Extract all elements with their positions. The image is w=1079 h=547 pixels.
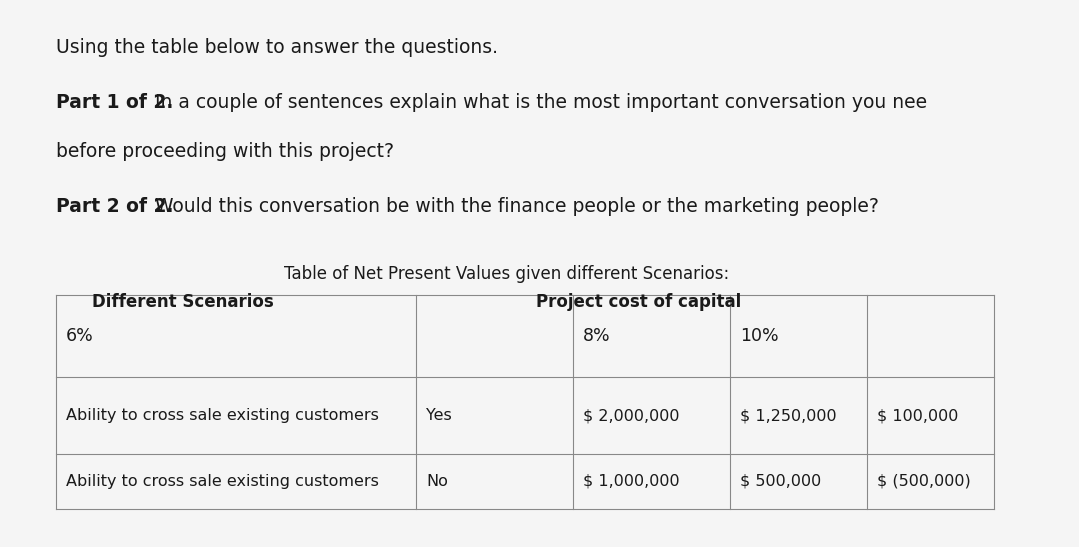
Text: Yes: Yes xyxy=(426,408,452,423)
Text: 10%: 10% xyxy=(740,328,779,345)
Text: Using the table below to answer the questions.: Using the table below to answer the ques… xyxy=(56,38,497,57)
Text: 6%: 6% xyxy=(66,328,94,345)
Text: $ (500,000): $ (500,000) xyxy=(877,474,971,489)
Text: Different Scenarios: Different Scenarios xyxy=(92,293,273,311)
Text: $ 100,000: $ 100,000 xyxy=(877,408,958,423)
Text: Would this conversation be with the finance people or the marketing people?: Would this conversation be with the fina… xyxy=(149,197,879,216)
Text: $ 1,250,000: $ 1,250,000 xyxy=(740,408,837,423)
Text: $ 1,000,000: $ 1,000,000 xyxy=(583,474,680,489)
Text: Part 2 of 2.: Part 2 of 2. xyxy=(56,197,174,216)
Text: Table of Net Present Values given different Scenarios:: Table of Net Present Values given differ… xyxy=(285,265,729,283)
Text: Project cost of capital: Project cost of capital xyxy=(536,293,741,311)
Text: In a couple of sentences explain what is the most important conversation you nee: In a couple of sentences explain what is… xyxy=(149,93,927,112)
Text: 8%: 8% xyxy=(583,328,611,345)
Text: $ 2,000,000: $ 2,000,000 xyxy=(583,408,680,423)
Text: Part 1 of 2.: Part 1 of 2. xyxy=(56,93,173,112)
Text: No: No xyxy=(426,474,448,489)
Text: $ 500,000: $ 500,000 xyxy=(740,474,821,489)
Text: before proceeding with this project?: before proceeding with this project? xyxy=(56,142,394,161)
Text: Ability to cross sale existing customers: Ability to cross sale existing customers xyxy=(66,408,379,423)
Text: Ability to cross sale existing customers: Ability to cross sale existing customers xyxy=(66,474,379,489)
